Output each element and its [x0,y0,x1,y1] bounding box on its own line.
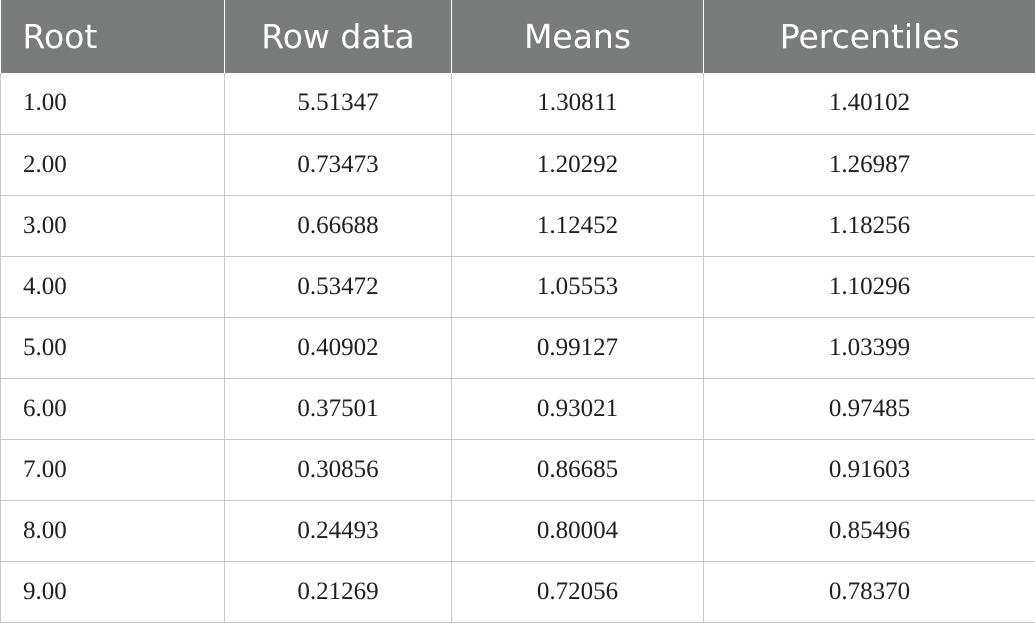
cell-means: 0.93021 [451,378,704,440]
table-row: 2.00 0.73473 1.20292 1.26987 [0,134,1035,196]
table-row: 9.00 0.21269 0.72056 0.78370 [0,561,1035,623]
header-row: Root Row data Means Percentiles [0,0,1035,73]
cell-means: 1.05553 [451,256,704,318]
header-row-data: Row data [224,0,452,73]
cell-row-data: 0.53472 [224,256,452,318]
cell-row-data: 0.73473 [224,134,452,196]
cell-means: 0.72056 [451,561,704,623]
cell-root: 1.00 [0,73,225,135]
cell-root: 3.00 [0,195,225,257]
cell-means: 1.20292 [451,134,704,196]
cell-means: 1.12452 [451,195,704,257]
table-row: 8.00 0.24493 0.80004 0.85496 [0,500,1035,562]
cell-percentiles: 1.18256 [703,195,1035,257]
cell-row-data: 0.30856 [224,439,452,501]
cell-row-data: 5.51347 [224,73,452,135]
cell-means: 0.99127 [451,317,704,379]
table-row: 6.00 0.37501 0.93021 0.97485 [0,378,1035,440]
table-header: Root Row data Means Percentiles [0,0,1035,73]
table-row: 5.00 0.40902 0.99127 1.03399 [0,317,1035,379]
cell-percentiles: 0.78370 [703,561,1035,623]
cell-percentiles: 0.97485 [703,378,1035,440]
cell-root: 7.00 [0,439,225,501]
cell-percentiles: 1.40102 [703,73,1035,135]
table-row: 4.00 0.53472 1.05553 1.10296 [0,256,1035,318]
cell-root: 4.00 [0,256,225,318]
cell-percentiles: 1.03399 [703,317,1035,379]
cell-row-data: 0.66688 [224,195,452,257]
table-body: 1.00 5.51347 1.30811 1.40102 2.00 0.7347… [0,73,1035,623]
cell-percentiles: 0.85496 [703,500,1035,562]
data-table: Root Row data Means Percentiles 1.00 5.5… [0,0,1035,623]
cell-percentiles: 0.91603 [703,439,1035,501]
cell-row-data: 0.24493 [224,500,452,562]
cell-row-data: 0.37501 [224,378,452,440]
header-means: Means [451,0,704,73]
cell-row-data: 0.21269 [224,561,452,623]
cell-root: 6.00 [0,378,225,440]
cell-root: 2.00 [0,134,225,196]
table-row: 1.00 5.51347 1.30811 1.40102 [0,73,1035,135]
cell-root: 9.00 [0,561,225,623]
cell-root: 5.00 [0,317,225,379]
cell-row-data: 0.40902 [224,317,452,379]
cell-means: 0.80004 [451,500,704,562]
header-percentiles: Percentiles [703,0,1035,73]
table-row: 7.00 0.30856 0.86685 0.91603 [0,439,1035,501]
cell-means: 1.30811 [451,73,704,135]
cell-means: 0.86685 [451,439,704,501]
header-root: Root [0,0,225,73]
table-row: 3.00 0.66688 1.12452 1.18256 [0,195,1035,257]
cell-percentiles: 1.10296 [703,256,1035,318]
cell-percentiles: 1.26987 [703,134,1035,196]
cell-root: 8.00 [0,500,225,562]
